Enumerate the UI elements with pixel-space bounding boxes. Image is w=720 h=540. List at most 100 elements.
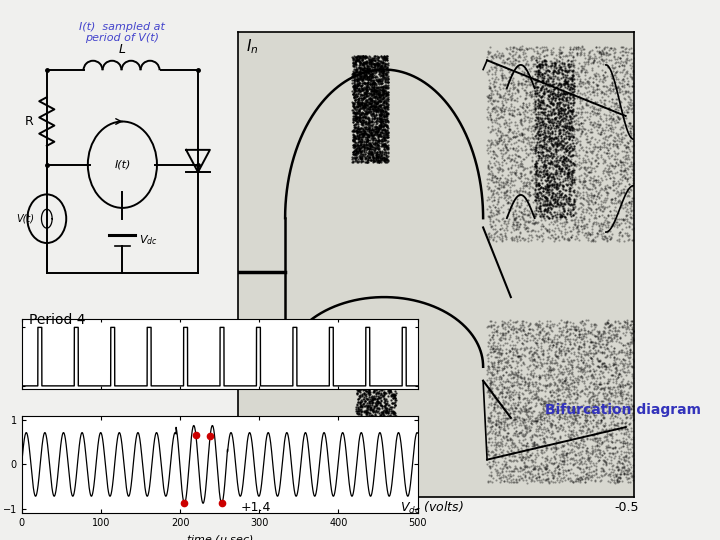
Point <box>382 68 394 76</box>
Point <box>363 107 374 116</box>
Point <box>496 356 508 364</box>
Point <box>606 77 617 86</box>
Point <box>602 237 613 245</box>
Point <box>516 426 528 434</box>
Point <box>354 406 365 415</box>
Point <box>505 362 517 371</box>
Point <box>390 350 401 359</box>
Point <box>379 60 391 69</box>
Point <box>380 338 392 347</box>
Point <box>536 57 547 66</box>
Point <box>361 119 373 128</box>
Point <box>365 73 377 82</box>
Point <box>596 56 608 64</box>
Point <box>536 165 547 173</box>
Point <box>543 426 554 435</box>
Point <box>351 98 362 106</box>
Point <box>369 84 380 93</box>
Point <box>518 210 529 218</box>
Point <box>557 460 569 469</box>
Point <box>374 87 386 96</box>
Point <box>622 387 634 396</box>
Point <box>608 164 620 172</box>
Point <box>378 362 390 371</box>
Point <box>562 165 573 173</box>
Point <box>604 44 616 52</box>
Point <box>625 338 636 347</box>
Point <box>364 122 375 131</box>
Point <box>557 58 568 67</box>
Point <box>368 430 379 439</box>
Point <box>587 349 598 357</box>
Point <box>351 102 362 110</box>
Point <box>547 141 559 150</box>
Point <box>489 211 500 220</box>
Point <box>584 417 595 426</box>
Point <box>489 394 500 402</box>
Point <box>545 62 557 71</box>
Point <box>611 463 623 471</box>
Point <box>603 394 614 402</box>
Point <box>514 352 526 360</box>
Point <box>550 388 562 397</box>
Point <box>585 205 597 214</box>
Point <box>354 134 365 143</box>
Point <box>560 110 572 119</box>
Point <box>368 340 379 349</box>
Point <box>377 77 388 85</box>
Point <box>544 409 555 417</box>
Point <box>559 122 571 131</box>
Point <box>351 389 362 397</box>
Point <box>501 186 513 194</box>
Point <box>389 390 400 399</box>
Point <box>621 150 632 159</box>
Point <box>526 394 537 402</box>
Point <box>565 106 577 115</box>
Point <box>568 385 580 394</box>
Point <box>545 143 557 152</box>
Point <box>562 421 573 430</box>
Point <box>521 153 532 161</box>
Point <box>356 416 367 425</box>
Point <box>596 399 608 408</box>
Point <box>579 177 590 185</box>
Point <box>489 429 500 438</box>
Point <box>368 157 379 166</box>
Point <box>484 418 495 427</box>
Point <box>531 219 542 227</box>
Point <box>484 345 495 354</box>
Point <box>352 369 364 378</box>
Point <box>549 114 561 123</box>
Point <box>383 427 395 435</box>
Point <box>602 85 613 94</box>
Point <box>490 189 501 198</box>
Point <box>360 104 372 113</box>
Point <box>493 442 505 450</box>
Point <box>387 345 398 354</box>
Point <box>556 103 567 112</box>
Point <box>377 153 388 162</box>
Point <box>374 122 385 131</box>
Point <box>552 80 564 89</box>
Point <box>608 185 619 194</box>
Point <box>592 117 603 126</box>
Point <box>542 62 554 70</box>
Point <box>376 58 387 66</box>
Point <box>547 137 559 145</box>
Point <box>618 409 630 418</box>
Point <box>364 129 376 138</box>
Point <box>487 362 499 371</box>
Point <box>527 133 539 142</box>
Point <box>542 183 554 192</box>
Point <box>550 168 562 177</box>
Point <box>529 196 541 205</box>
Point <box>554 153 566 162</box>
Point <box>491 349 503 357</box>
Point <box>495 350 507 359</box>
Point <box>488 196 500 205</box>
Point <box>548 140 559 149</box>
Point <box>369 79 380 88</box>
Point <box>523 467 534 476</box>
Point <box>366 62 377 71</box>
Point <box>362 372 374 380</box>
